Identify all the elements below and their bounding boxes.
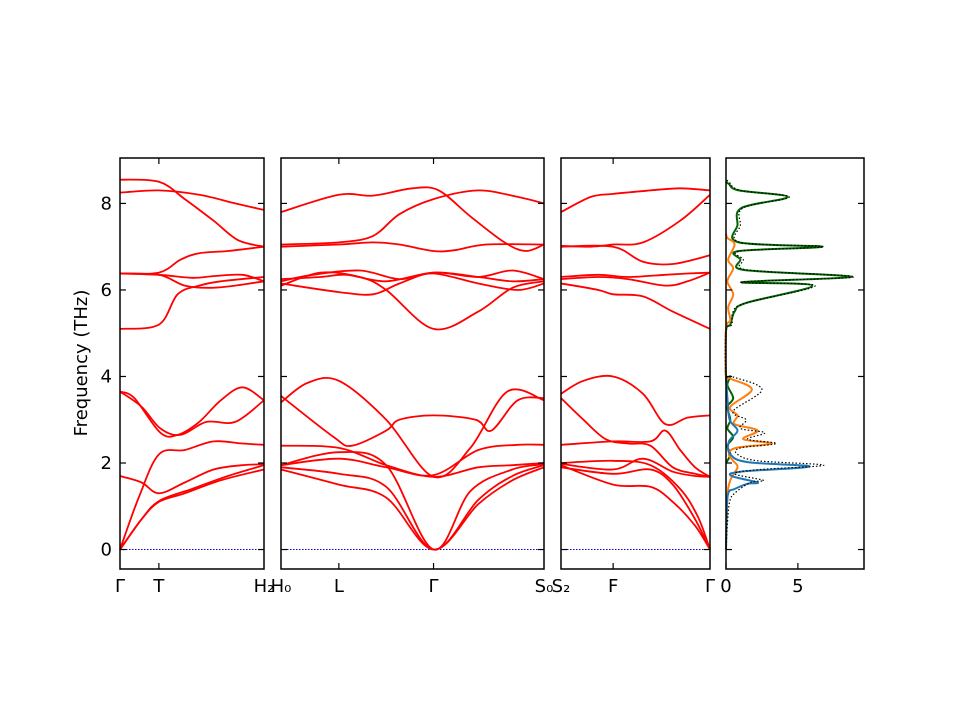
band-line: [560, 244, 711, 266]
band-line: [560, 282, 711, 330]
band-line: [119, 189, 265, 211]
band-line: [560, 466, 711, 550]
band-line: [280, 464, 545, 551]
dos-curve-dos_1: [725, 376, 811, 550]
dos-curve-dos_2: [724, 233, 774, 550]
panel-frame: [560, 157, 711, 570]
band-line: [119, 245, 265, 275]
band-line: [560, 459, 711, 550]
band-line: [119, 272, 265, 283]
x-tick-label: T: [152, 576, 165, 597]
band-line: [560, 187, 711, 213]
band-panel-1: 0 2 4 6 8 Γ T H₂: [101, 157, 275, 597]
panel-frame: [119, 157, 265, 570]
x-tick-label: H₀: [271, 576, 292, 597]
band-line: [560, 374, 711, 426]
band-line: [560, 457, 711, 478]
dos-x-tick-label: 0: [720, 576, 731, 597]
dos-curve-dos_total: [724, 179, 855, 550]
panel-frame: [280, 157, 545, 570]
x-tick-label: Γ: [705, 576, 715, 597]
band-line: [119, 468, 265, 551]
band-line: [560, 271, 711, 287]
y-tick-label: 4: [101, 366, 112, 387]
x-tick-label: S₀: [535, 576, 554, 597]
band-line: [560, 271, 711, 278]
band-line: [280, 189, 545, 246]
band-line: [119, 390, 265, 437]
x-tick-label: F: [608, 576, 618, 597]
band-line: [560, 464, 711, 550]
band-line: [280, 451, 545, 551]
y-tick-label: 6: [101, 280, 112, 301]
x-tick-label: S₂: [552, 576, 571, 597]
y-tick-label: 8: [101, 193, 112, 214]
dos-x-tick-label: 5: [792, 576, 803, 597]
band-line: [119, 178, 265, 248]
y-axis-label: Frequency (THz): [71, 290, 92, 437]
band-panel-3: S₂ F Γ: [552, 157, 715, 597]
band-line: [280, 269, 545, 291]
band-line: [560, 397, 711, 478]
y-tick-label: 2: [101, 453, 112, 474]
band-line: [119, 440, 265, 550]
dos-frame: [725, 157, 865, 570]
x-tick-label: L: [334, 576, 344, 597]
dos-curve-dos_3: [724, 181, 853, 464]
x-tick-label: Γ: [429, 576, 439, 597]
x-tick-label: Γ: [115, 576, 125, 597]
band-line: [119, 272, 265, 289]
band-line: [560, 194, 711, 248]
band-line: [280, 395, 545, 447]
band-line: [280, 443, 545, 477]
band-panel-2: H₀ L Γ S₀: [271, 157, 554, 597]
band-line: [119, 276, 265, 330]
x-tick-label: H₂: [254, 576, 275, 597]
band-line: [280, 186, 545, 252]
band-line: [119, 463, 265, 495]
band-line: [280, 376, 545, 479]
band-line: [280, 241, 545, 253]
y-tick-label: 0: [101, 540, 112, 561]
band-line: [119, 386, 265, 438]
band-line: [119, 464, 265, 551]
